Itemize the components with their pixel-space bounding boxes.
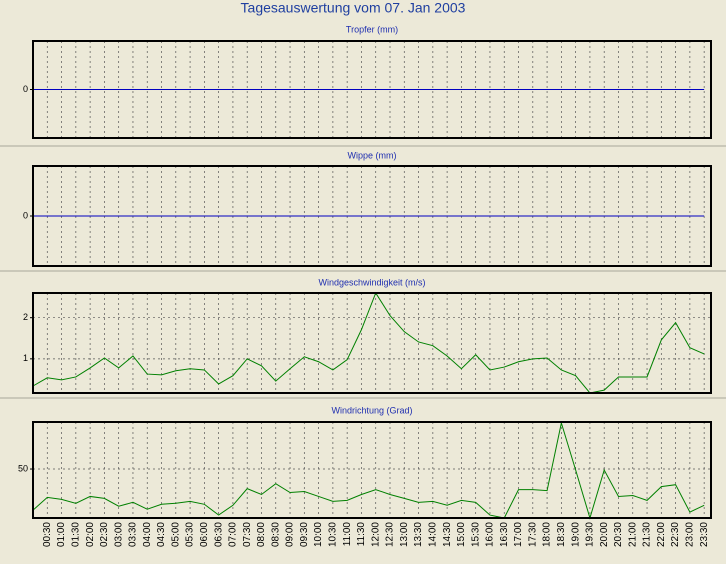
x-tick-label: 20:30 — [613, 522, 624, 547]
y-tick-label: 50 — [18, 463, 28, 473]
x-tick-label: 06:30 — [213, 522, 224, 547]
panel-title: Windrichtung (Grad) — [331, 405, 412, 415]
x-tick-label: 19:30 — [585, 522, 596, 547]
x-tick-label: 09:00 — [285, 522, 296, 547]
x-tick-label: 16:00 — [485, 522, 496, 547]
plot-frame — [32, 421, 712, 519]
x-tick-label: 04:00 — [142, 522, 153, 547]
x-tick-label: 07:00 — [228, 522, 239, 547]
x-tick-label: 20:00 — [599, 522, 610, 547]
plot-frame — [32, 40, 712, 139]
panel-title: Wippe (mm) — [348, 150, 397, 160]
x-tick-label: 06:00 — [199, 522, 210, 547]
x-tick-label: 01:00 — [56, 522, 67, 547]
x-tick-label: 14:30 — [442, 522, 453, 547]
x-tick-label: 22:00 — [656, 522, 667, 547]
data-line — [32, 422, 705, 520]
y-tick-label: 2 — [23, 312, 28, 322]
x-tick-label: 13:00 — [399, 522, 410, 547]
plot-frame — [32, 292, 712, 394]
x-tick-label: 17:30 — [527, 522, 538, 547]
x-tick-label: 07:30 — [242, 522, 253, 547]
x-tick-label: 16:30 — [499, 522, 510, 547]
x-tick-label: 01:30 — [70, 522, 81, 547]
x-tick-label: 02:00 — [85, 522, 96, 547]
x-tick-label: 11:00 — [342, 522, 353, 547]
panel-title: Tropfer (mm) — [346, 24, 398, 34]
x-tick-label: 21:30 — [642, 522, 653, 547]
x-tick-label: 17:00 — [513, 522, 524, 547]
y-tick-label: 1 — [23, 353, 28, 363]
x-tick-label: 12:30 — [385, 522, 396, 547]
x-tick-label: 21:00 — [627, 522, 638, 547]
plot-frame — [32, 165, 712, 267]
y-tick-label: 0 — [23, 84, 28, 94]
page-title: Tagesauswertung vom 07. Jan 2003 — [241, 0, 466, 16]
x-tick-label: 04:30 — [156, 522, 167, 547]
x-tick-label: 23:30 — [699, 522, 710, 547]
x-tick-label: 00:30 — [42, 522, 53, 547]
x-tick-label: 13:30 — [413, 522, 424, 547]
data-line — [32, 291, 705, 394]
x-tick-label: 08:00 — [256, 522, 267, 547]
x-tick-label: 12:00 — [370, 522, 381, 547]
panel-title: Windgeschwindigkeit (m/s) — [318, 277, 425, 287]
x-tick-label: 14:00 — [427, 522, 438, 547]
x-tick-label: 18:30 — [556, 522, 567, 547]
x-tick-label: 15:00 — [456, 522, 467, 547]
y-tick-label: 0 — [23, 210, 28, 220]
x-tick-label: 10:30 — [328, 522, 339, 547]
x-tick-label: 10:00 — [313, 522, 324, 547]
x-tick-label: 03:30 — [128, 522, 139, 547]
x-tick-label: 09:30 — [299, 522, 310, 547]
x-tick-label: 05:30 — [185, 522, 196, 547]
x-tick-label: 23:00 — [685, 522, 696, 547]
x-tick-label: 05:00 — [170, 522, 181, 547]
x-tick-label: 11:30 — [356, 522, 367, 547]
x-tick-label: 18:00 — [542, 522, 553, 547]
x-tick-label: 15:30 — [470, 522, 481, 547]
x-tick-label: 08:30 — [270, 522, 281, 547]
x-tick-label: 02:30 — [99, 522, 110, 547]
x-tick-label: 22:30 — [670, 522, 681, 547]
x-tick-label: 03:00 — [113, 522, 124, 547]
x-tick-label: 19:00 — [570, 522, 581, 547]
